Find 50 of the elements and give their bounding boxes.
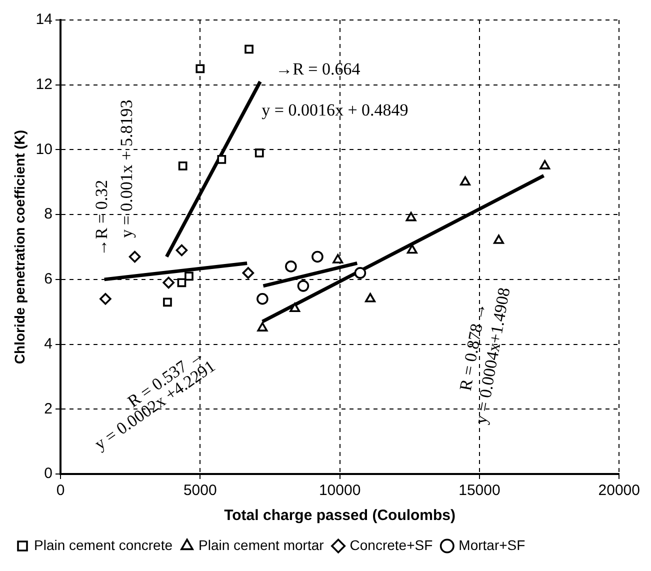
x-tick-label: 15000 [458,482,500,500]
point [494,234,504,244]
legend-label: Concrete+SF [350,536,433,553]
y-tick-label: 8 [44,206,52,223]
point [244,44,254,54]
x-tick-label: 0 [56,482,65,500]
point [242,267,254,279]
legend-label: Plain cement mortar [198,536,324,553]
point [354,267,366,279]
y-tick-label: 4 [44,335,52,352]
point [332,254,344,264]
point [285,260,297,272]
point [100,292,112,305]
point [128,250,141,263]
point [176,244,188,256]
annotation: y = 0.0016x + 0.4849 [262,100,408,120]
point [290,302,300,312]
point [196,64,205,74]
point [256,292,268,305]
x-tick-label: 20000 [598,482,640,500]
annotation: y = 0.001x + 5.8193 [116,100,136,238]
annotation: →R = 0.664 [276,59,361,78]
point [163,298,172,307]
y-tick-label: 12 [36,76,52,93]
annotation: →R = 0.32 [92,180,111,256]
point [254,148,264,158]
point [162,276,174,289]
point [460,176,470,186]
legend-label: Mortar+SF [458,536,526,553]
x-tick-label: 5000 [183,482,217,500]
point [406,212,416,222]
point [297,280,310,292]
y-tick-label: 0 [44,465,52,482]
x-axis-title: Total charge passed (Coulombs) [224,507,456,524]
y-tick-label: 14 [36,11,52,28]
point [540,160,550,170]
point [257,322,268,332]
point [406,244,418,254]
point [365,292,376,302]
y-tick-label: 6 [44,270,52,288]
legend-label: Plain cement concrete [34,536,173,553]
point [177,278,186,288]
y-tick-label: 10 [36,140,52,158]
y-tick-label: 2 [44,400,52,418]
point [217,155,226,164]
point [184,272,194,281]
point [178,161,188,170]
x-tick-label: 10000 [318,482,361,500]
y-axis-title: Chloride penetration coefficient (K) [11,130,28,364]
point [312,250,324,263]
